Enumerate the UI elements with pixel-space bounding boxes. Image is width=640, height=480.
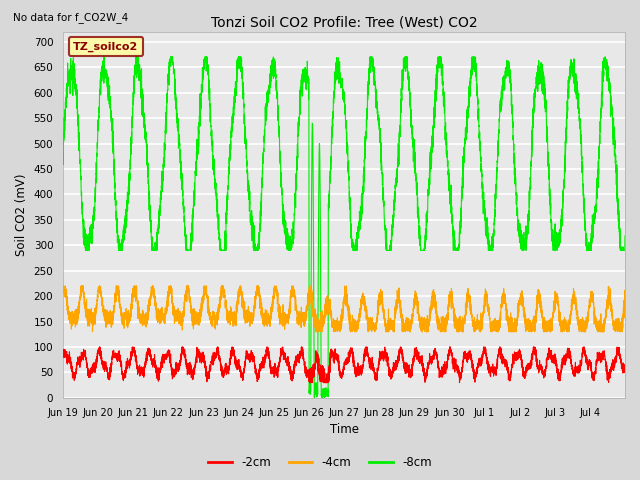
Title: Tonzi Soil CO2 Profile: Tree (West) CO2: Tonzi Soil CO2 Profile: Tree (West) CO2: [211, 15, 477, 29]
X-axis label: Time: Time: [330, 423, 358, 436]
Legend: -2cm, -4cm, -8cm: -2cm, -4cm, -8cm: [204, 452, 436, 474]
Text: No data for f_CO2W_4: No data for f_CO2W_4: [13, 12, 128, 23]
Legend: : [68, 37, 143, 56]
Y-axis label: Soil CO2 (mV): Soil CO2 (mV): [15, 173, 28, 256]
